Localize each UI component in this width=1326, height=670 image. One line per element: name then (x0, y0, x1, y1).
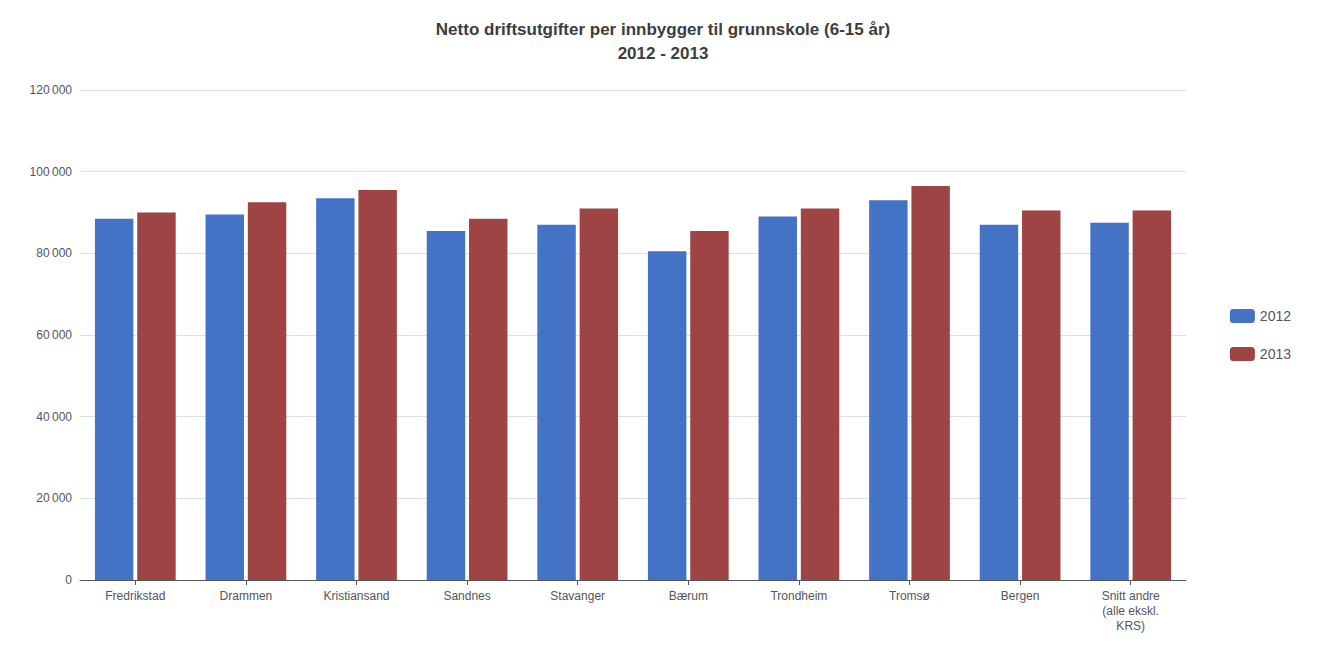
svg-text:2012 - 2013: 2012 - 2013 (618, 44, 709, 63)
svg-text:120 000: 120 000 (30, 83, 73, 97)
svg-text:Snitt andre: Snitt andre (1102, 589, 1160, 603)
svg-text:40 000: 40 000 (36, 410, 72, 424)
svg-text:Bærum: Bærum (669, 589, 708, 603)
svg-text:Trondheim: Trondheim (770, 589, 827, 603)
svg-text:Tromsø: Tromsø (889, 589, 931, 603)
svg-text:2012: 2012 (1260, 308, 1291, 324)
svg-text:20 000: 20 000 (36, 491, 72, 505)
svg-text:60 000: 60 000 (36, 328, 72, 342)
svg-text:Fredrikstad: Fredrikstad (105, 589, 165, 603)
svg-text:100 000: 100 000 (30, 165, 73, 179)
svg-text:(alle ekskl.: (alle ekskl. (1102, 604, 1159, 618)
svg-text:Drammen: Drammen (220, 589, 273, 603)
svg-text:2013: 2013 (1260, 346, 1291, 362)
svg-text:Stavanger: Stavanger (550, 589, 605, 603)
svg-text:Sandnes: Sandnes (443, 589, 490, 603)
svg-text:Netto driftsutgifter per innby: Netto driftsutgifter per innbygger til g… (436, 20, 890, 39)
svg-text:Bergen: Bergen (1001, 589, 1040, 603)
svg-text:80 000: 80 000 (36, 246, 72, 260)
svg-text:0: 0 (65, 573, 72, 587)
svg-text:KRS): KRS) (1116, 619, 1145, 633)
svg-text:Kristiansand: Kristiansand (323, 589, 389, 603)
